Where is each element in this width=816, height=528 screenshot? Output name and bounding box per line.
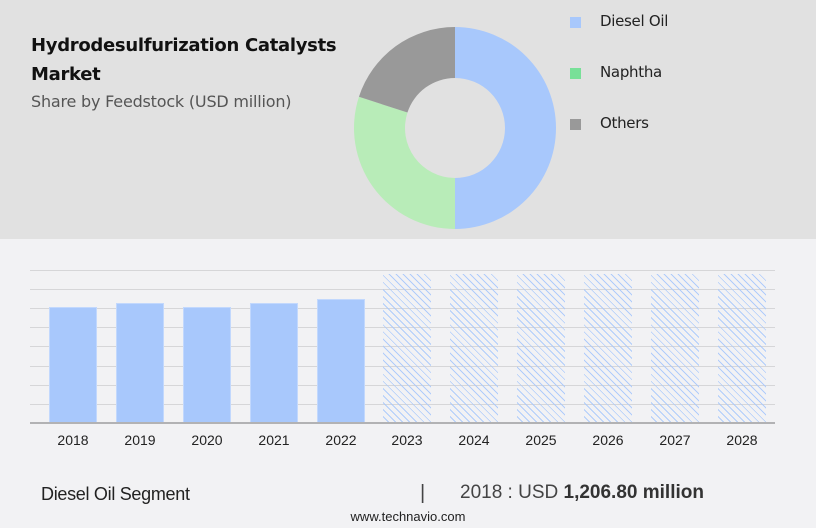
legend-swatch-icon [570, 68, 581, 79]
x-tick-label: 2028 [726, 432, 758, 448]
legend-label: Others [600, 114, 649, 132]
x-tick-label: 2025 [525, 432, 557, 448]
x-tick-label: 2022 [325, 432, 357, 448]
bar-2025-forecast [517, 274, 565, 423]
donut-slice-naphtha [353, 96, 455, 229]
legend-label: Naphtha [600, 63, 662, 81]
chart-title: Hydrodesulfurization Catalysts Market [31, 35, 337, 85]
footer: Diesel Oil Segment | 2018 : USD 1,206.80… [0, 469, 816, 528]
segment-label: Diesel Oil Segment [41, 484, 190, 504]
segment-value: 2018 : USD 1,206.80 million [460, 482, 704, 504]
x-tick-label: 2026 [592, 432, 624, 448]
x-tick-label: 2018 [57, 432, 89, 448]
bar-2023-forecast [383, 274, 431, 423]
x-tick-label: 2023 [391, 432, 423, 448]
x-tick-label: 2027 [659, 432, 691, 448]
bar-2020 [183, 307, 231, 423]
bar-chart: 2018 2019 2020 2021 2022 2023 2024 2025 … [0, 239, 816, 469]
x-axis-line [30, 422, 775, 424]
website-link[interactable]: www.technavio.com [350, 509, 466, 524]
x-tick-label: 2020 [191, 432, 223, 448]
separator: | [420, 482, 426, 504]
bar-2022 [317, 299, 365, 423]
donut-slice-others [358, 26, 455, 113]
bar-2028-forecast [718, 274, 766, 423]
value-prefix: 2018 : USD [460, 482, 564, 503]
donut-chart [353, 26, 556, 229]
x-tick-label: 2024 [458, 432, 490, 448]
value-amount: 1,206.80 million [563, 482, 704, 503]
bar-2019 [116, 303, 164, 423]
bar-2026-forecast [584, 274, 632, 423]
bar-2021 [250, 303, 298, 423]
chart-subtitle: Share by Feedstock (USD million) [31, 92, 292, 111]
gridline [30, 270, 775, 271]
legend-swatch-icon [570, 119, 581, 130]
legend-swatch-icon [570, 17, 581, 28]
legend-label: Diesel Oil [600, 12, 669, 30]
bar-2018 [49, 307, 97, 423]
bar-2027-forecast [651, 274, 699, 423]
x-tick-label: 2019 [124, 432, 156, 448]
donut-slice-diesel-oil [455, 27, 556, 229]
bar-2024-forecast [450, 274, 498, 423]
header-panel: Hydrodesulfurization Catalysts Market Sh… [0, 0, 816, 239]
x-tick-label: 2021 [258, 432, 290, 448]
